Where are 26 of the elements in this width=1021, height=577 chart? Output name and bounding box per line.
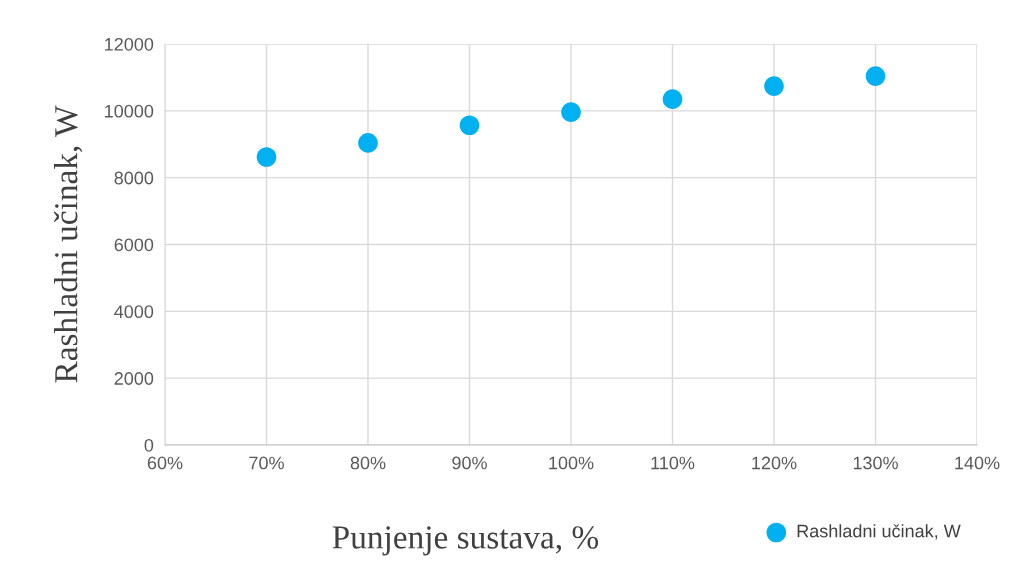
point	[459, 115, 480, 136]
x-tick-label: 90%	[452, 456, 487, 470]
x-tick-label: 80%	[350, 456, 386, 470]
x-tick-label: 130%	[853, 456, 898, 470]
y-tick-label: 12000	[105, 37, 154, 51]
x-tick-label: 70%	[249, 456, 284, 470]
y-tick-label: 0	[144, 438, 154, 452]
point	[358, 133, 378, 153]
y-tick-label: 4000	[114, 305, 154, 319]
point	[662, 89, 683, 109]
y-axis-title: Rashladni učinak, W	[53, 105, 83, 383]
y-tick-label: 10000	[105, 104, 154, 118]
y-tick-label: 2000	[114, 372, 154, 385]
x-tick-label: 100%	[549, 456, 594, 470]
y-tick-label: 6000	[114, 238, 154, 252]
y-tick-label: 8000	[114, 171, 154, 185]
point	[256, 147, 277, 167]
legend-label: Rashladni učinak, W	[797, 524, 961, 540]
x-tick-label: 60%	[147, 456, 183, 470]
x-tick-label: 110%	[651, 456, 695, 470]
x-axis-title: Punjenje sustava, %	[332, 526, 599, 556]
point	[865, 66, 886, 86]
point	[764, 76, 784, 96]
point	[561, 102, 581, 122]
x-tick-label: 140%	[955, 456, 1000, 470]
x-tick-label: 120%	[752, 456, 797, 470]
